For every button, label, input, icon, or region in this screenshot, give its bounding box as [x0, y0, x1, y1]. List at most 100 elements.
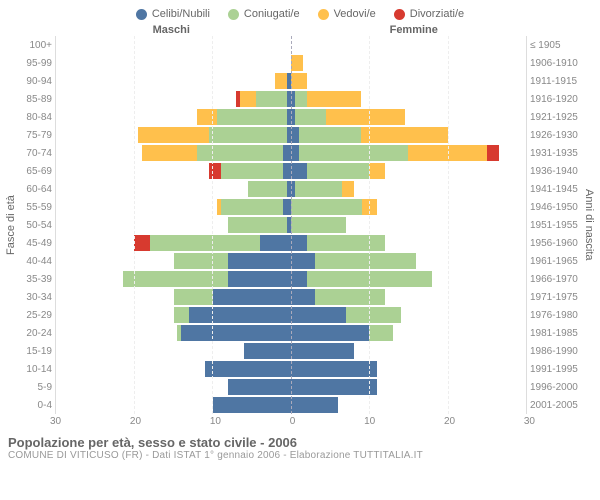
bar-segment — [142, 145, 197, 161]
bar-segment — [209, 127, 287, 143]
legend-label: Coniugati/e — [244, 8, 300, 20]
birth-year-axis: ≤ 19051906-19101911-19151916-19201921-19… — [527, 36, 582, 414]
bar-segment — [283, 145, 291, 161]
bar-segment — [221, 163, 284, 179]
bar-segment — [291, 145, 299, 161]
bar-segment — [369, 163, 385, 179]
male-half — [56, 325, 291, 341]
female-half — [291, 199, 526, 215]
bar-segment — [244, 343, 291, 359]
bar-segment — [369, 325, 393, 341]
bar-segment — [346, 307, 401, 323]
bar-segment — [408, 145, 486, 161]
legend-item: Vedovi/e — [318, 8, 376, 20]
bar-segment — [228, 253, 291, 269]
legend-swatch — [228, 9, 239, 20]
female-half — [291, 127, 526, 143]
bar-segment — [134, 235, 150, 251]
bar-segment — [487, 145, 499, 161]
bar-segment — [307, 271, 432, 287]
age-axis: 100+95-9990-9485-8980-8475-7970-7465-696… — [18, 36, 55, 414]
population-pyramid: Fasce di età 100+95-9990-9485-8980-8475-… — [0, 36, 600, 414]
male-half — [56, 235, 291, 251]
legend-item: Celibi/Nubili — [136, 8, 210, 20]
birth-label: 1971-1975 — [530, 292, 582, 303]
center-axis — [291, 36, 292, 414]
bar-segment — [174, 289, 213, 305]
bar-segment — [291, 55, 303, 71]
x-tick: 10 — [210, 416, 221, 427]
female-half — [291, 181, 526, 197]
x-tick: 10 — [364, 416, 375, 427]
female-half — [291, 91, 526, 107]
male-half — [56, 343, 291, 359]
bar-segment — [307, 163, 370, 179]
bar-segment — [291, 361, 377, 377]
y-left-title: Fasce di età — [4, 36, 18, 414]
bar-segment — [275, 73, 287, 89]
bar-segment — [123, 271, 229, 287]
bar-segment — [174, 307, 190, 323]
bar-segment — [138, 127, 209, 143]
age-label: 35-39 — [18, 274, 52, 285]
legend-swatch — [394, 9, 405, 20]
bar-segment — [361, 127, 447, 143]
bar-segment — [291, 271, 307, 287]
female-half — [291, 343, 526, 359]
plot-area — [55, 36, 527, 414]
male-half — [56, 271, 291, 287]
male-half — [56, 55, 291, 71]
age-label: 75-79 — [18, 130, 52, 141]
birth-label: 2001-2005 — [530, 400, 582, 411]
bar-segment — [228, 379, 291, 395]
age-label: 45-49 — [18, 238, 52, 249]
bar-segment — [221, 199, 284, 215]
age-label: 95-99 — [18, 58, 52, 69]
age-label: 100+ — [18, 40, 52, 51]
y-right-title: Anni di nascita — [582, 36, 596, 414]
age-label: 25-29 — [18, 310, 52, 321]
birth-label: 1936-1940 — [530, 166, 582, 177]
bar-segment — [197, 145, 283, 161]
legend-label: Celibi/Nubili — [152, 8, 210, 20]
legend: Celibi/NubiliConiugati/eVedovi/eDivorzia… — [0, 0, 600, 24]
gender-headers: Maschi Femmine — [0, 24, 600, 36]
female-half — [291, 235, 526, 251]
birth-label: 1986-1990 — [530, 346, 582, 357]
bar-segment — [307, 235, 385, 251]
age-label: 50-54 — [18, 220, 52, 231]
legend-label: Vedovi/e — [334, 8, 376, 20]
birth-label: 1981-1985 — [530, 328, 582, 339]
x-tick: 20 — [444, 416, 455, 427]
female-half — [291, 271, 526, 287]
chart-title: Popolazione per età, sesso e stato civil… — [8, 435, 592, 450]
female-half — [291, 217, 526, 233]
bar-segment — [291, 307, 346, 323]
age-label: 10-14 — [18, 364, 52, 375]
bar-segment — [213, 397, 291, 413]
birth-label: ≤ 1905 — [530, 40, 582, 51]
bar-segment — [217, 109, 288, 125]
bar-segment — [291, 253, 315, 269]
male-half — [56, 253, 291, 269]
male-half — [56, 379, 291, 395]
male-half — [56, 109, 291, 125]
x-tick: 20 — [130, 416, 141, 427]
female-half — [291, 163, 526, 179]
bar-segment — [205, 361, 291, 377]
age-label: 55-59 — [18, 202, 52, 213]
male-half — [56, 397, 291, 413]
bar-segment — [150, 235, 260, 251]
bar-segment — [291, 379, 377, 395]
bar-segment — [326, 109, 404, 125]
female-half — [291, 397, 526, 413]
age-label: 30-34 — [18, 292, 52, 303]
age-label: 70-74 — [18, 148, 52, 159]
bar-segment — [213, 289, 291, 305]
male-header: Maschi — [50, 24, 293, 36]
male-half — [56, 91, 291, 107]
bar-segment — [283, 199, 291, 215]
bar-segment — [291, 343, 354, 359]
male-half — [56, 73, 291, 89]
birth-label: 1946-1950 — [530, 202, 582, 213]
